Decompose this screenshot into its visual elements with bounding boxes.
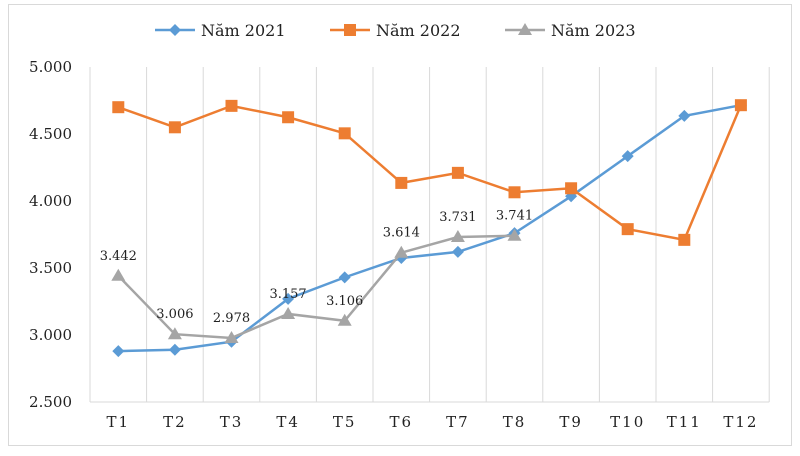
data-point [168,121,181,134]
data-point [167,327,182,340]
data-point [224,330,239,343]
data-point [451,245,464,258]
data-label: 3.157 [269,287,306,302]
legend-label: Năm 2022 [376,21,461,40]
data-point [621,150,634,163]
data-point [225,99,238,112]
data-point [395,176,408,189]
x-tick-label: T1 [107,413,131,431]
legend-marker-icon [518,23,532,35]
legend-label: Năm 2023 [551,21,636,40]
y-tick-label: 3.500 [29,259,72,277]
data-point [394,245,409,258]
data-point [678,233,691,246]
data-label: 3.614 [383,226,420,241]
data-point [395,251,408,264]
y-tick-label: 2.500 [29,393,72,411]
series-line-1 [118,103,742,353]
x-tick-label: T11 [667,413,702,431]
x-tick-label: T6 [390,413,414,431]
y-tick-label: 4.000 [29,192,72,210]
data-point [282,292,295,305]
data-point [507,228,522,241]
data-point [678,109,691,122]
data-label: 3.731 [439,210,476,225]
x-tick-label: T4 [276,413,300,431]
x-tick-label: T10 [610,413,645,431]
x-tick-label: T3 [220,413,244,431]
data-point [508,186,521,199]
data-point [565,182,578,195]
x-tick-label: T12 [723,413,758,431]
legend-marker-icon [169,24,181,36]
data-label: 3.006 [156,307,193,322]
data-label: 3.106 [326,294,363,309]
data-label: 2.978 [213,311,250,326]
data-point [621,223,634,236]
data-point [338,271,351,284]
x-tick-label: T2 [163,413,187,431]
x-tick-label: T9 [559,413,583,431]
data-point [282,111,295,124]
data-point [451,166,464,179]
x-tick-label: T7 [446,413,470,431]
legend-marker-icon [344,24,356,36]
data-point [337,313,352,326]
series-line-3 [117,234,515,340]
data-point [111,268,126,281]
data-point [734,99,747,112]
data-point [281,306,296,319]
data-point [112,101,125,114]
data-point [168,343,181,356]
data-label: 3.741 [496,209,533,224]
data-point [450,230,465,243]
data-point [112,345,125,358]
y-tick-label: 5.000 [29,58,72,76]
y-tick-label: 3.000 [29,326,72,344]
data-point [338,127,351,140]
data-label: 3.442 [100,249,137,264]
chart-frame [8,4,792,446]
x-tick-label: T5 [333,413,357,431]
x-tick-label: T8 [503,413,527,431]
legend-label: Năm 2021 [201,21,286,40]
y-tick-label: 4.500 [29,125,72,143]
series-line-2 [117,104,743,242]
